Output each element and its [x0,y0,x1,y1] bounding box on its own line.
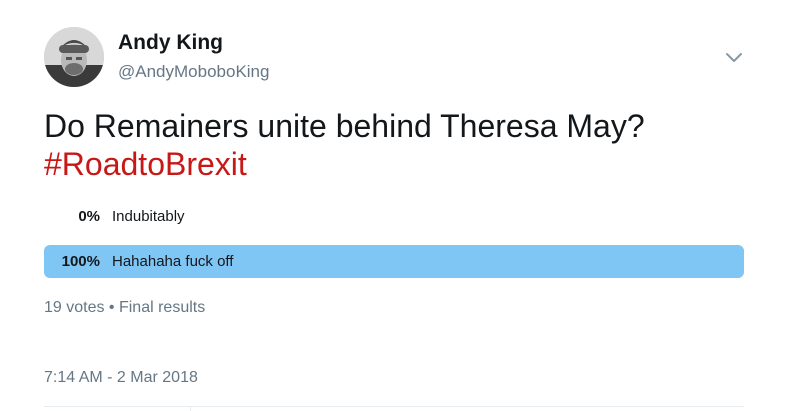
tweet-body: Do Remainers unite behind Theresa May? [44,108,645,144]
poll-percent: 100% [61,253,100,270]
poll-percent: 0% [78,208,100,225]
divider [44,406,744,407]
poll-choice-label: Indubitably [112,208,185,225]
poll: 0% Indubitably 100% Hahahaha fuck off [44,200,744,290]
divider [190,406,191,411]
author-name[interactable]: Andy King [118,31,223,54]
poll-choice: 0% Indubitably [44,200,744,233]
tweet-text: Do Remainers unite behind Theresa May? #… [44,107,744,183]
avatar[interactable] [44,27,104,87]
poll-choice-winner: 100% Hahahaha fuck off [44,245,744,278]
avatar-image [44,27,104,87]
hashtag-link[interactable]: #RoadtoBrexit [44,146,247,182]
chevron-down-icon[interactable] [724,50,744,66]
author-handle[interactable]: @AndyMoboboKing [118,62,270,81]
poll-bar [44,245,744,278]
poll-results-meta: 19 votes • Final results [44,299,206,316]
poll-choice-label: Hahahaha fuck off [112,253,234,270]
tweet-timestamp[interactable]: 7:14 AM - 2 Mar 2018 [44,369,198,386]
